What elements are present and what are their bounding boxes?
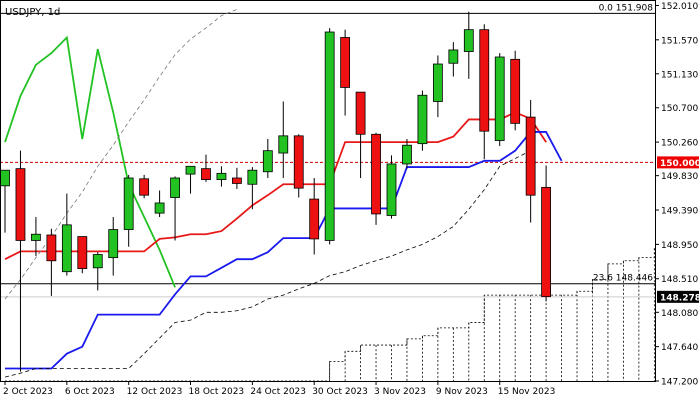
candle-body: [479, 29, 490, 132]
horizontal-line-label: 0.0 151.908: [599, 3, 654, 13]
candle-body: [293, 135, 304, 189]
candle-body: [371, 133, 381, 215]
candle-body: [170, 177, 180, 198]
y-tick-label: 148.950: [661, 241, 698, 251]
plot-frame: [0, 0, 656, 382]
candle-body: [355, 91, 366, 135]
price-marker-bg: [657, 290, 699, 303]
x-tick-label: 3 Nov 2023: [374, 387, 426, 397]
y-tick-label: 151.570: [661, 36, 698, 46]
candle-body: [463, 29, 474, 52]
candle-body: [262, 150, 273, 173]
candle-body: [201, 168, 211, 180]
y-tick-label: 149.390: [661, 207, 698, 217]
candle-body: [123, 177, 134, 230]
candle-body: [448, 49, 459, 64]
cloud-boundary-line: [5, 248, 655, 381]
cloud-boundary-layer: [5, 248, 655, 381]
x-tick-label: 30 Oct 2023: [312, 387, 368, 397]
x-tick-label: 9 Nov 2023: [436, 387, 488, 397]
y-tick-label: 152.010: [661, 2, 698, 12]
price-markers: 150.000 148.278: [657, 156, 699, 303]
candle-body: [247, 169, 258, 185]
symbol-label: USDJPY, 1d: [5, 7, 60, 18]
y-tick-label: 150.260: [661, 139, 698, 149]
candle-body: [61, 224, 72, 273]
indicator-line-2: [5, 131, 563, 370]
time-axis: 2 Oct 2023 6 Oct 2023 12 Oct 2023 18 Oct 20…: [3, 381, 555, 397]
candle-body: [139, 178, 150, 196]
candle-body: [46, 234, 57, 262]
candle-body: [432, 63, 443, 102]
y-tick-label: 150.700: [661, 104, 698, 114]
candle-body: [417, 94, 428, 145]
candle-body: [185, 165, 196, 175]
indicator-line-4: [4, 8, 238, 300]
candles-layer: [0, 11, 551, 372]
candle-body: [216, 172, 227, 180]
indicator-lines-layer: [4, 8, 563, 378]
candle-body: [525, 116, 536, 196]
candle-body: [154, 202, 165, 214]
indicator-line-1: [4, 111, 547, 261]
x-tick-label: 6 Oct 2023: [65, 387, 115, 397]
candle-body: [92, 254, 103, 269]
x-tick-label: 2 Oct 2023: [3, 387, 53, 397]
price-marker-label: 150.000: [660, 159, 699, 169]
candle-body: [402, 144, 412, 165]
x-tick-label: 24 Oct 2023: [250, 387, 306, 397]
candle-body: [77, 236, 88, 269]
indicator-line-3: [4, 150, 531, 378]
candle-body: [278, 135, 289, 154]
candle-body: [108, 229, 119, 259]
candle-body: [31, 233, 41, 241]
candle-body: [494, 56, 505, 141]
candle-body: [340, 37, 351, 88]
y-tick-label: 151.130: [661, 70, 698, 80]
horizontal-line-label: 23.6 148.446: [593, 274, 653, 284]
candle-body: [541, 186, 551, 298]
x-tick-label: 18 Oct 2023: [189, 387, 245, 397]
candle-body: [324, 31, 335, 241]
indicator-line-0: [4, 35, 176, 288]
candle-body: [231, 177, 242, 184]
candle-body: [510, 58, 521, 124]
candle-body: [0, 169, 10, 187]
candle-body: [309, 198, 320, 240]
candle-body: [386, 163, 397, 216]
y-tick-label: 148.510: [661, 275, 698, 285]
price-marker-label: 148.278: [660, 293, 699, 303]
x-tick-label: 12 Oct 2023: [127, 387, 183, 397]
candle-body: [15, 168, 26, 241]
y-tick-label: 147.200: [661, 378, 698, 388]
price-axis: 152.010 151.570 151.130 150.700 150.260 149.8…: [656, 2, 698, 388]
y-tick-label: 147.640: [661, 343, 698, 353]
x-tick-label: 15 Nov 2023: [498, 387, 556, 397]
y-tick-label: 149.830: [661, 172, 698, 182]
plot-border: [0, 0, 656, 382]
price-marker-bg: [657, 156, 699, 169]
y-tick-label: 148.080: [661, 309, 698, 319]
